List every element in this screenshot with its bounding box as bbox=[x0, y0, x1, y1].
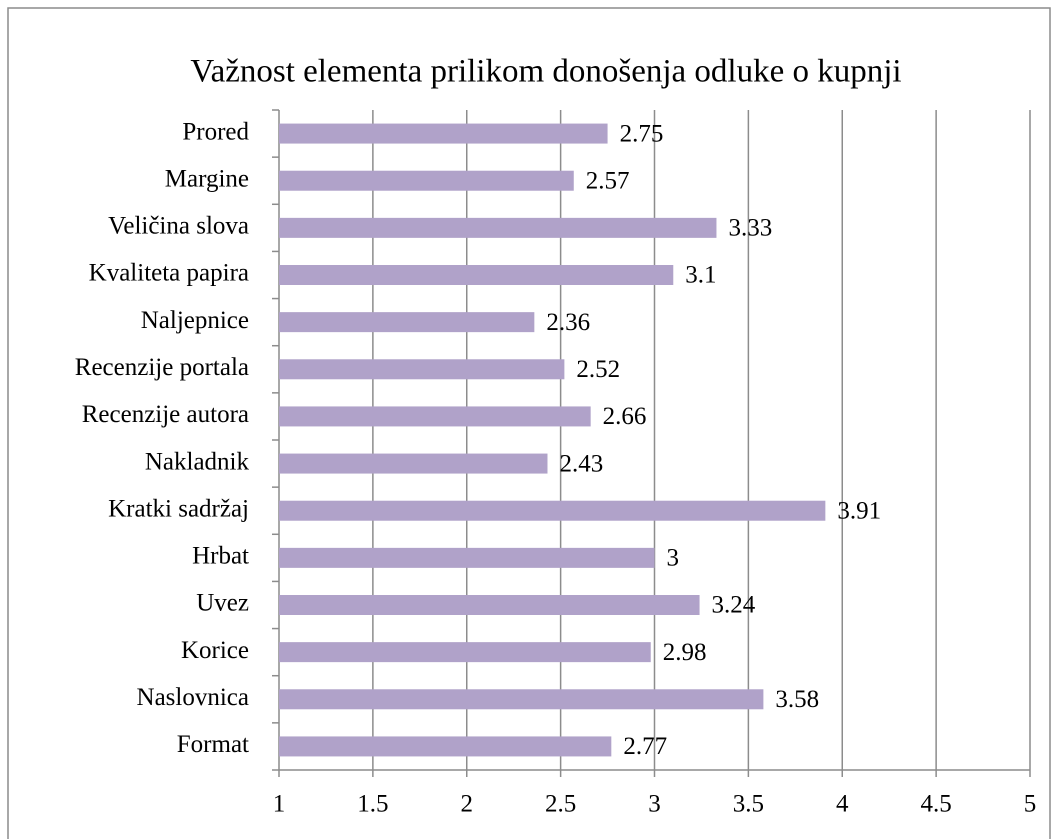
x-tick-label: 2.5 bbox=[545, 791, 576, 818]
bar bbox=[279, 547, 655, 568]
bar bbox=[279, 642, 651, 663]
x-tick-label: 1 bbox=[273, 791, 286, 818]
y-tick-label: Margine bbox=[165, 165, 249, 192]
bar bbox=[279, 312, 535, 333]
data-label: 2.57 bbox=[586, 167, 630, 194]
data-label: 3 bbox=[667, 545, 680, 572]
x-tick-label: 4 bbox=[836, 791, 849, 818]
data-label: 2.77 bbox=[623, 733, 667, 760]
x-tick-label: 3.5 bbox=[733, 791, 764, 818]
bar bbox=[279, 359, 565, 380]
data-label: 2.75 bbox=[620, 120, 664, 147]
bar bbox=[279, 170, 574, 191]
data-label: 2.36 bbox=[546, 309, 590, 336]
data-label: 2.98 bbox=[663, 639, 707, 666]
y-tick-label: Prored bbox=[182, 118, 249, 145]
y-tick-label: Uvez bbox=[196, 590, 249, 617]
data-label: 3.58 bbox=[775, 686, 819, 713]
x-tick-label: 2 bbox=[461, 791, 474, 818]
bar bbox=[279, 217, 717, 238]
x-tick-label: 5 bbox=[1024, 791, 1037, 818]
y-tick-label: Nakladnik bbox=[145, 448, 250, 475]
y-tick-label: Recenzije autora bbox=[82, 401, 249, 428]
data-label: 2.66 bbox=[603, 403, 647, 430]
y-tick-label: Kratki sadržaj bbox=[108, 495, 249, 522]
bar bbox=[279, 689, 764, 710]
data-label: 3.33 bbox=[728, 215, 772, 242]
y-tick-label: Hrbat bbox=[192, 543, 249, 570]
data-label: 3.1 bbox=[685, 262, 716, 289]
y-tick-label: Korice bbox=[181, 637, 249, 664]
bar bbox=[279, 736, 612, 757]
y-tick-label: Naljepnice bbox=[141, 307, 249, 334]
data-label: 3.24 bbox=[712, 592, 756, 619]
bar bbox=[279, 500, 826, 521]
x-tick-label: 4.5 bbox=[921, 791, 952, 818]
bar bbox=[279, 595, 700, 615]
bar bbox=[279, 406, 591, 427]
y-tick-label: Format bbox=[177, 731, 249, 758]
bar bbox=[279, 453, 548, 474]
x-tick-label: 3 bbox=[648, 791, 661, 818]
bar bbox=[279, 123, 608, 144]
bar bbox=[279, 265, 674, 285]
data-label: 2.52 bbox=[576, 356, 620, 383]
data-label: 2.43 bbox=[559, 450, 603, 477]
y-tick-label: Recenzije portala bbox=[75, 354, 249, 381]
chart-title: Važnost elementa prilikom donošenja odlu… bbox=[190, 54, 901, 90]
data-label: 3.91 bbox=[837, 497, 881, 524]
y-tick-label: Naslovnica bbox=[137, 684, 249, 711]
x-tick-label: 1.5 bbox=[357, 791, 388, 818]
y-tick-label: Veličina slova bbox=[108, 213, 249, 240]
y-tick-label: Kvaliteta papira bbox=[89, 260, 249, 287]
